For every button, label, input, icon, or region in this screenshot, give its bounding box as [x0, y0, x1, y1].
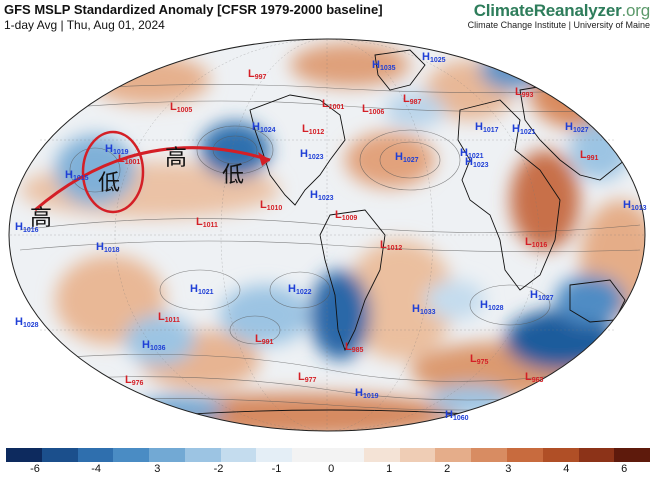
colorbar-segment	[363, 448, 400, 462]
colorbar-tick-label: -6	[30, 463, 40, 475]
colorbar-segment	[578, 448, 615, 462]
pressure-center-low: L987	[403, 93, 422, 106]
pressure-center-high: H1022	[288, 283, 312, 296]
colorbar-tick-label: -4	[91, 463, 102, 475]
pressure-center-low: L1005	[170, 101, 192, 114]
colorbar-tick-label: 0	[328, 463, 335, 475]
colorbar-segment	[328, 448, 364, 462]
globe-body	[9, 39, 645, 431]
pressure-center-low: L1009	[335, 209, 357, 222]
annotation-arrowhead	[258, 152, 270, 166]
pressure-center-low: L1010	[260, 199, 282, 212]
colorbar-tick-label: 3	[154, 463, 161, 475]
pressure-center-low: L1006	[362, 103, 384, 116]
colorbar-segment	[614, 448, 651, 462]
pressure-center-high: H1027	[565, 121, 589, 134]
colorbar	[6, 448, 651, 462]
annotation-arc	[34, 146, 271, 212]
pressure-center-low: L976	[125, 374, 144, 387]
pressure-center-high: H1021	[460, 147, 484, 160]
pressure-center-low: L985	[345, 341, 364, 354]
colorbar-segment	[41, 448, 78, 462]
pressure-center-high: H1017	[475, 121, 499, 134]
colorbar-labels: -6 -4 3 -2 -1 0 1 2 3 4 6	[6, 463, 650, 477]
pressure-center-high: H1019	[105, 143, 129, 156]
pressure-center-high: H1023	[300, 148, 324, 161]
colorbar-segment	[220, 448, 257, 462]
pressure-center-high: H1027	[530, 289, 554, 302]
colorbar-segment	[184, 448, 221, 462]
brand-subtitle: Climate Change Institute | University of…	[467, 20, 650, 30]
pressure-center-high: H1015	[65, 169, 89, 182]
colorbar-segment	[149, 448, 185, 462]
pressure-center-low: L1011	[196, 216, 218, 229]
pressure-center-low: L991	[255, 333, 274, 346]
pressure-center-high: H1028	[15, 316, 39, 329]
pressure-center-high: H1016	[15, 221, 39, 234]
pressure-center-low: L1011	[158, 311, 180, 324]
colorbar-segment	[113, 448, 150, 462]
pressure-center-high: H1019	[355, 387, 379, 400]
pressure-center-high: H1021	[512, 123, 536, 136]
anomaly-map: 高 低 高 低 H1016H1015H1019L1001L1005L997H10…	[8, 38, 647, 432]
map-title: GFS MSLP Standardized Anomaly [CFSR 1979…	[4, 2, 383, 17]
colorbar-segment	[542, 448, 579, 462]
pressure-center-low: L975	[470, 353, 489, 366]
colorbar-segment	[435, 448, 472, 462]
brand-name: ClimateReanalyzer.org	[473, 1, 650, 20]
pressure-center-high: H1021	[190, 283, 214, 296]
pressure-center-high: H1035	[372, 59, 396, 72]
colorbar-segment	[6, 448, 42, 462]
pressure-center-high: H1018	[96, 241, 120, 254]
colorbar-segment	[399, 448, 436, 462]
pressure-center-low: L1001	[118, 153, 140, 166]
pressure-center-low: L977	[298, 371, 317, 384]
colorbar-tick-label: -1	[271, 463, 282, 475]
pressure-center-high: H1025	[422, 51, 446, 64]
pressure-center-low: L997	[248, 68, 267, 81]
pressure-center-high: H1060	[445, 409, 469, 422]
pressure-center-low: L1012	[380, 239, 402, 252]
pressure-center-low: L991	[580, 149, 599, 162]
map-subtitle: 1-day Avg | Thu, Aug 01, 2024	[4, 18, 165, 32]
colorbar-segment	[292, 448, 329, 462]
colorbar-tick-label: 1	[386, 463, 393, 475]
pressure-center-high: H1033	[412, 303, 436, 316]
colorbar-tick-label: 3	[505, 463, 512, 475]
globe-outline	[8, 38, 646, 432]
pressure-center-high: H1024	[252, 121, 276, 134]
pressure-center-low: L1016	[525, 236, 547, 249]
colorbar-segment	[256, 448, 293, 462]
annotation-low-east: 低	[222, 163, 244, 188]
pressure-center-high: H1027	[395, 151, 419, 164]
pressure-center-low: L1012	[302, 123, 324, 136]
colorbar-tick-label: -2	[213, 463, 224, 475]
colorbar-segment	[77, 448, 114, 462]
pressure-center-high: H1023	[310, 189, 334, 202]
pressure-center-high: H1028	[480, 299, 504, 312]
annotation-high-west: 高	[30, 206, 52, 231]
pressure-center-high: H1023	[465, 156, 489, 169]
pressure-center-low: L963	[525, 371, 544, 384]
annotation-circle	[81, 130, 145, 214]
colorbar-segment	[506, 448, 543, 462]
pressure-center-high: H1036	[142, 339, 166, 352]
annotation-low-circle: 低	[98, 171, 120, 196]
brand-logo[interactable]: ClimateReanalyzer.org Climate Change Ins…	[467, 1, 651, 30]
colorbar-tick-label: 6	[621, 463, 628, 475]
pressure-center-low: L1001	[322, 98, 344, 111]
colorbar-segment	[471, 448, 507, 462]
pressure-center-low: L993	[515, 86, 534, 99]
colorbar-tick-label: 4	[563, 463, 570, 475]
annotation-high-center: 高	[165, 146, 187, 171]
pressure-center-high: H1013	[623, 199, 647, 212]
colorbar-tick-label: 2	[444, 463, 451, 475]
